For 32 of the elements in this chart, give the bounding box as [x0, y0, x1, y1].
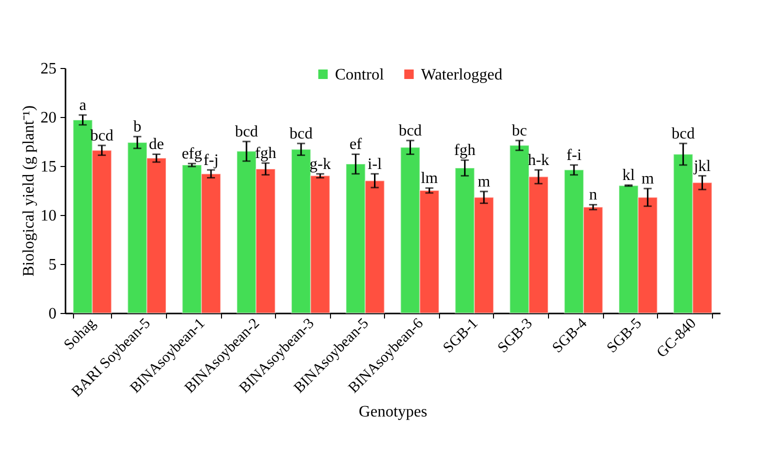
x-axis-title: Genotypes [358, 404, 428, 421]
data-label: jkl [692, 158, 712, 175]
data-label: m [478, 173, 491, 190]
data-label: bcd [672, 125, 695, 142]
y-tick-label: 0 [48, 306, 56, 322]
y-tick-label: 10 [40, 208, 56, 224]
legend-label: Control [335, 66, 384, 84]
data-label: m [641, 170, 654, 188]
data-label: f-j [203, 152, 219, 169]
data-label: n [589, 186, 598, 204]
data-label: fgh [254, 145, 276, 162]
data-label: bc [512, 122, 527, 140]
y-tick-label: 5 [48, 256, 56, 274]
data-label: f-i [566, 147, 582, 164]
data-label: lm [420, 170, 438, 188]
y-axis-title: Biological yield (g plant⁻¹) [20, 105, 38, 277]
data-label: i-l [368, 156, 382, 173]
y-tick-label: 20 [40, 110, 56, 126]
data-label: ef [349, 136, 363, 154]
data-label: efg [182, 146, 202, 163]
data-label: fgh [454, 142, 476, 160]
data-label: bcd [398, 122, 422, 140]
data-label: b [133, 118, 142, 136]
data-label: bcd [290, 125, 313, 142]
data-label: kl [622, 167, 636, 184]
data-label: a [79, 97, 86, 114]
legend-label: Waterlogged [421, 66, 502, 84]
data-label: bcd [234, 124, 258, 140]
data-label: de [148, 136, 164, 154]
data-label: g-k [310, 156, 331, 173]
y-tick-label: 25 [40, 60, 56, 78]
y-tick-label: 15 [40, 158, 56, 176]
